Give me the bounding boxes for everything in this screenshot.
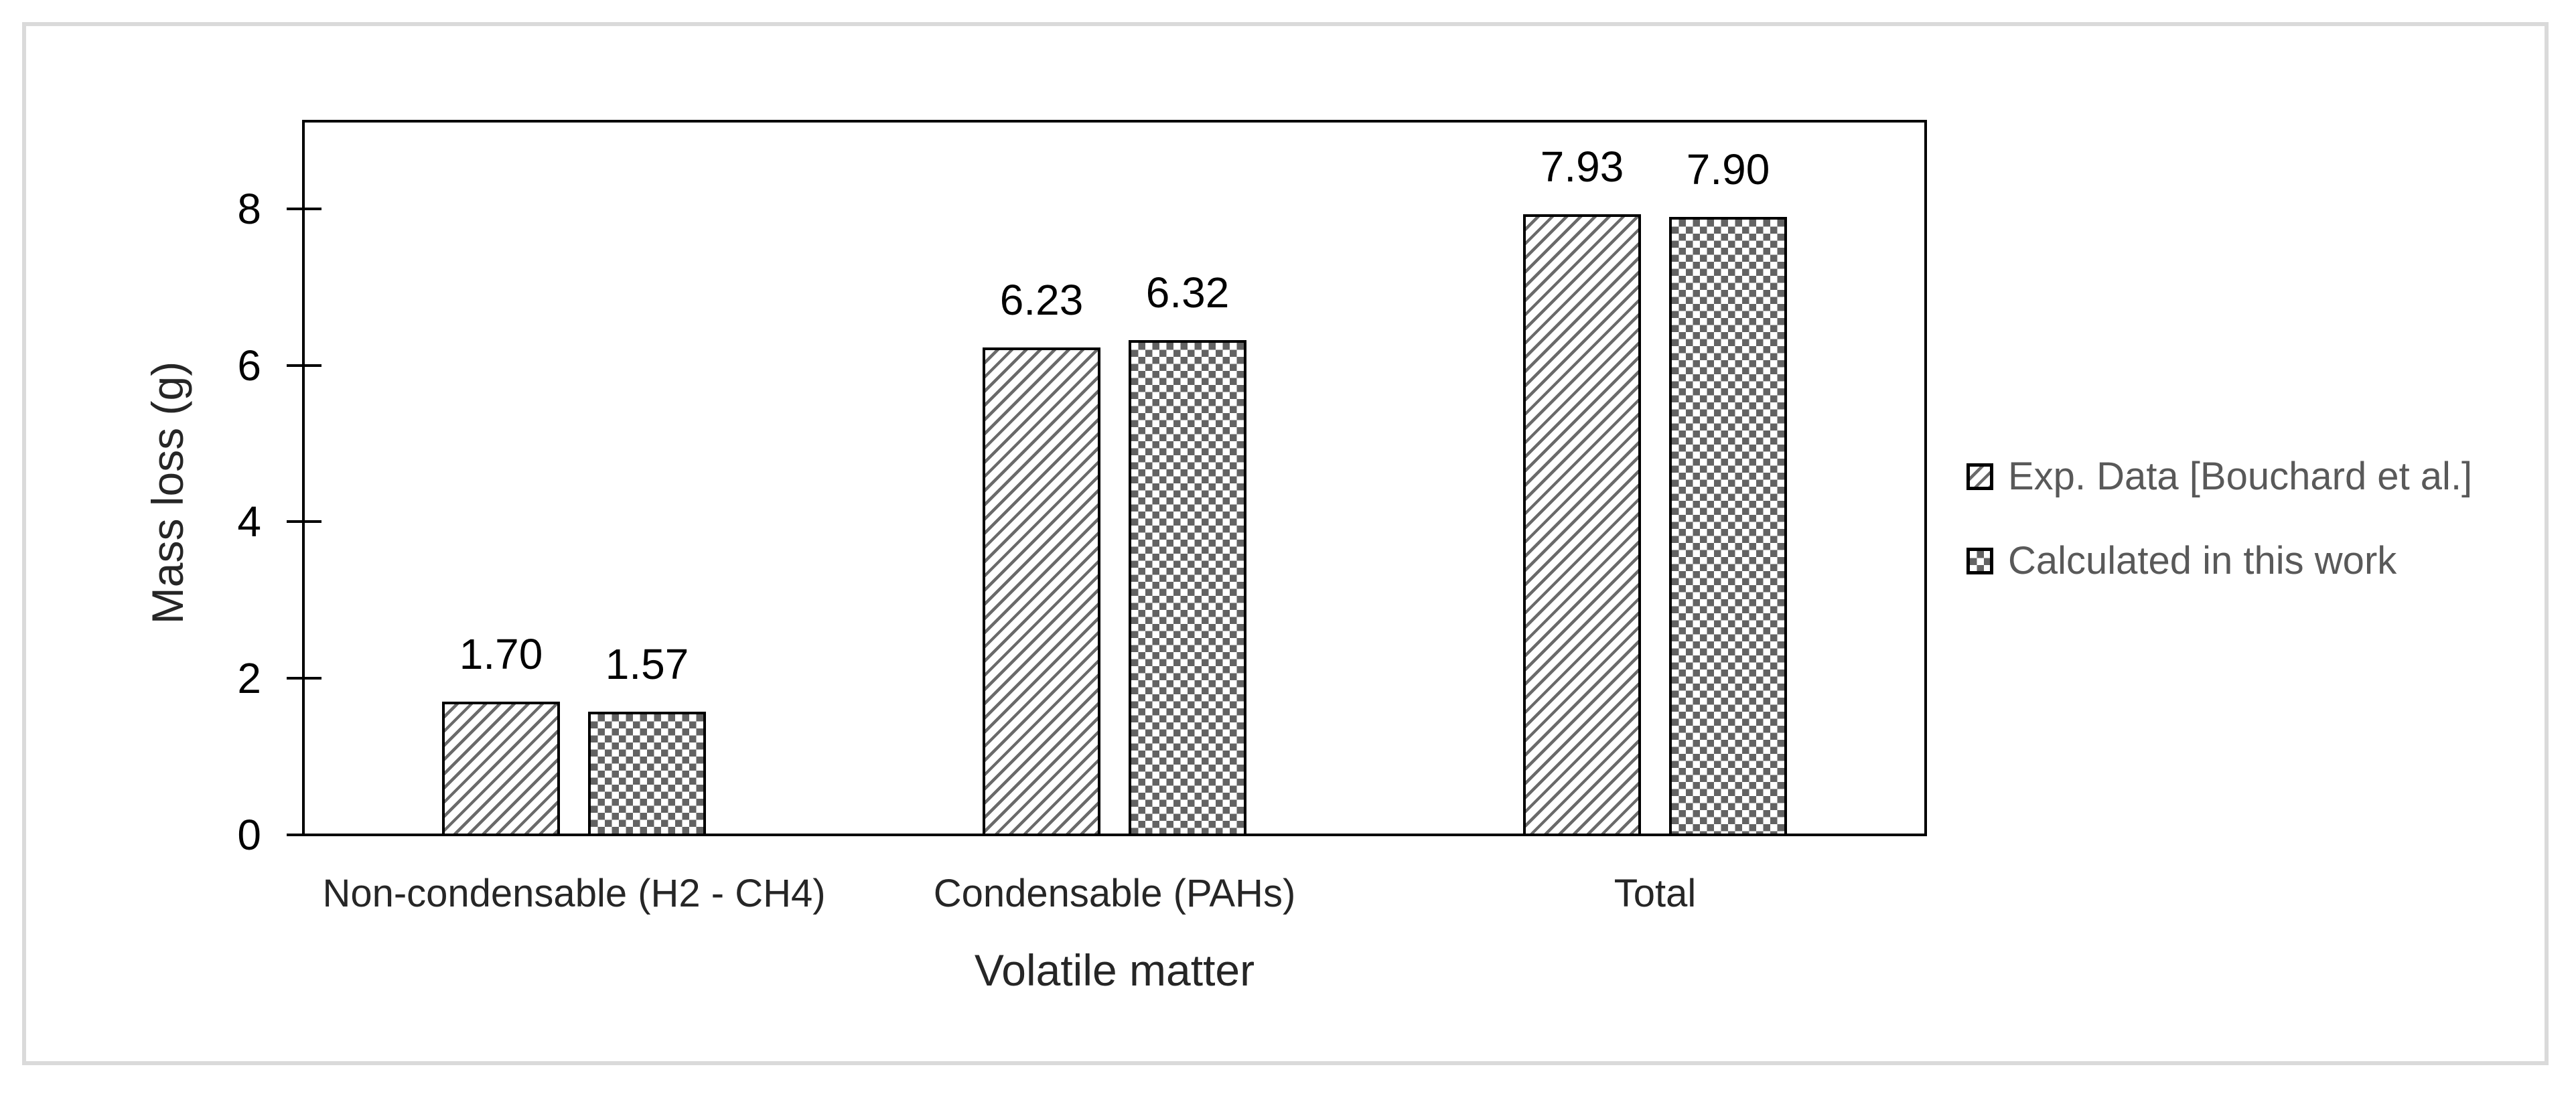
y-axis-tick-label: 8 [237,184,261,233]
checkerboard-swatch-icon [1966,548,1993,574]
y-axis-tick-label: 0 [237,811,261,859]
bar-series2-group1 [588,712,706,836]
bar-value-label: 1.57 [605,640,689,688]
bar-value-label: 6.23 [999,276,1084,324]
bar-value-label: 1.70 [459,630,543,678]
y-axis-tick [287,520,321,524]
y-axis-tick [287,834,321,836]
bar-value-label: 7.90 [1686,145,1770,193]
plot-area [302,120,1927,836]
bar-series2-group3 [1669,217,1787,836]
legend-label-calculated: Calculated in this work [2008,539,2397,582]
y-axis-tick-label: 6 [237,341,261,390]
x-axis-category-label: Condensable (PAHs) [933,872,1296,915]
bar-value-label: 6.32 [1145,268,1230,317]
y-axis-tick-label: 2 [237,654,261,703]
legend-item-exp-data: Exp. Data [Bouchard et al.] [1966,453,2472,500]
x-axis-title: Volatile matter [974,945,1255,995]
bar-series1-group3 [1523,214,1641,836]
bar-value-label: 7.93 [1540,143,1624,191]
x-axis-category-label: Non-condensable (H2 - CH4) [322,872,826,915]
legend-label-exp-data: Exp. Data [Bouchard et al.] [2008,455,2473,498]
x-axis-category-label: Total [1614,872,1697,915]
bar-series1-group1 [442,702,560,836]
y-axis-tick-label: 4 [237,497,261,546]
y-axis-tick [287,207,321,210]
bar-series2-group2 [1129,340,1246,836]
legend-item-calculated: Calculated in this work [1966,538,2472,584]
legend: Exp. Data [Bouchard et al.] Calculated i… [1966,453,2472,584]
bar-series1-group2 [983,347,1100,836]
y-axis-tick [287,364,321,367]
diagonal-hatch-swatch-icon [1966,463,1993,490]
y-axis-tick [287,677,321,680]
